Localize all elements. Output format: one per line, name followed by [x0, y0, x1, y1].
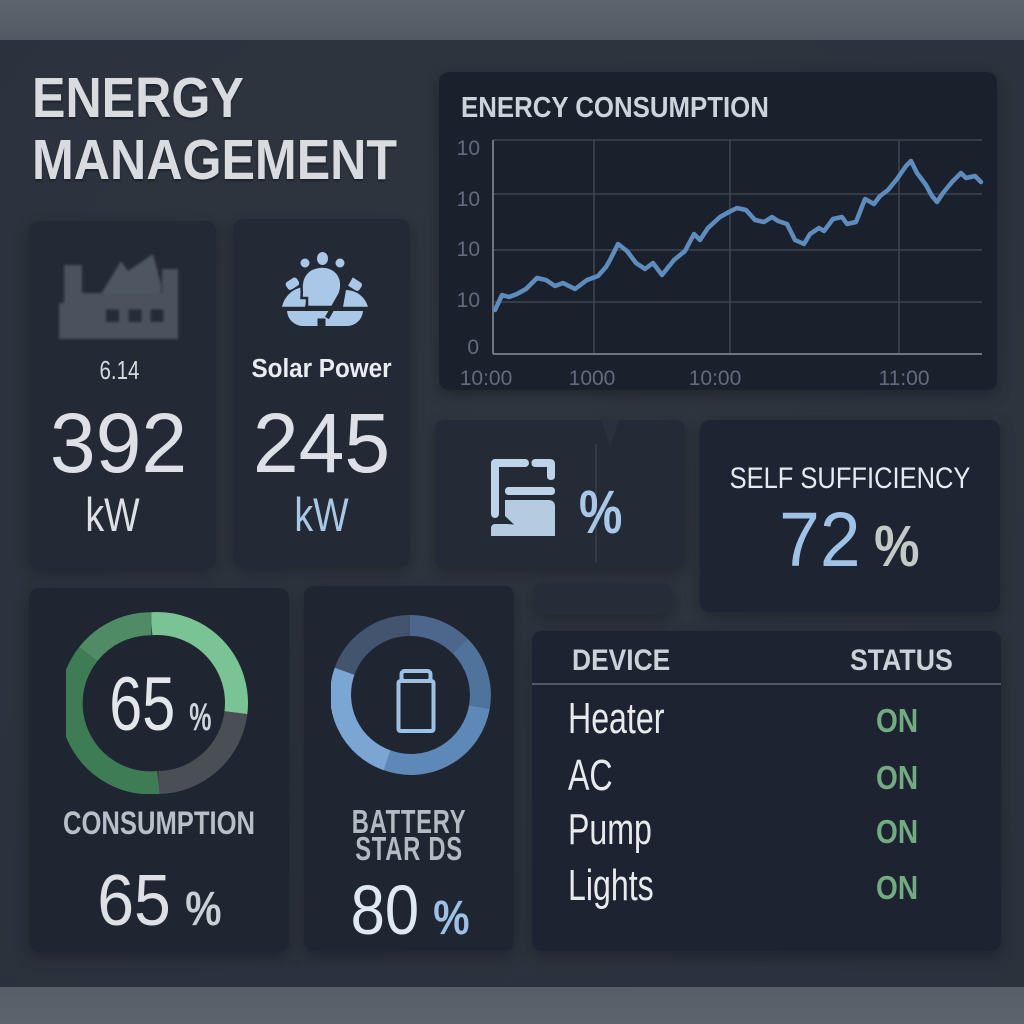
svg-text:10: 10	[457, 137, 480, 160]
svg-text:10: 10	[457, 238, 480, 261]
svg-text:0: 0	[467, 336, 479, 359]
svg-text:10: 10	[457, 188, 480, 211]
svg-text:10: 10	[457, 289, 480, 312]
svg-text:10:00: 10:00	[689, 367, 742, 390]
svg-text:1000: 1000	[569, 367, 616, 390]
svg-text:11:00: 11:00	[879, 367, 930, 390]
svg-text:10:00: 10:00	[460, 367, 513, 390]
